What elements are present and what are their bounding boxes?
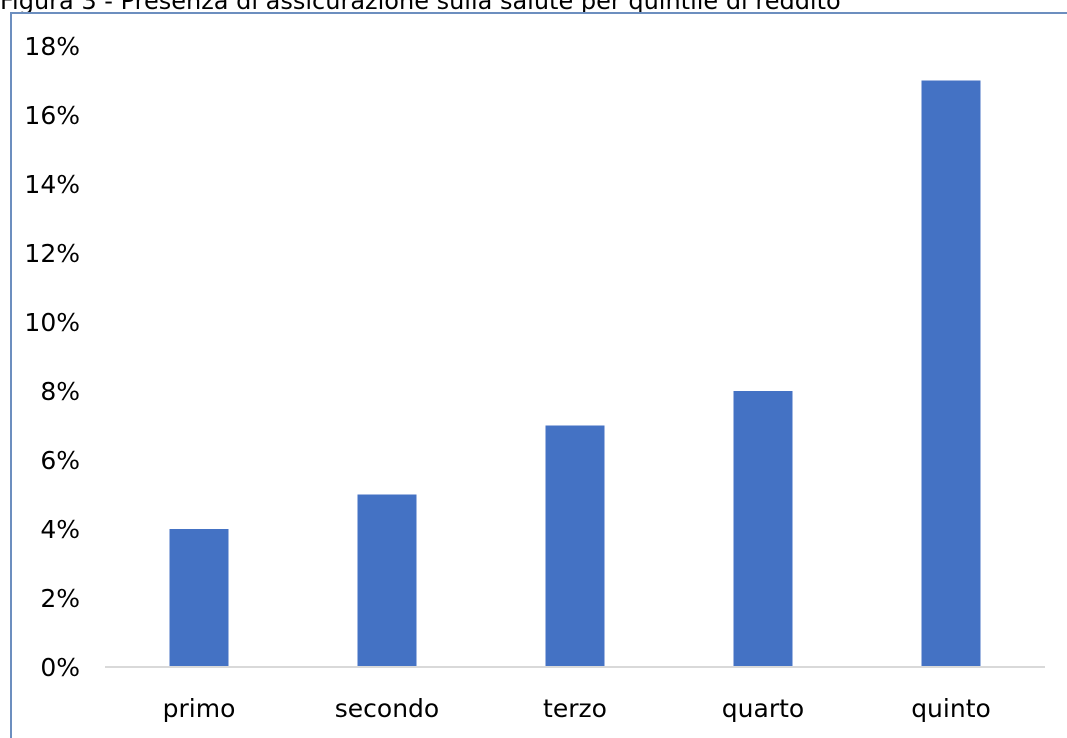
y-axis-tick-labels: 0% 2% 4% 6% 8% 10% 12% 14% 16% 18% — [24, 32, 80, 682]
bar-quarto — [733, 391, 793, 667]
bar-secondo — [357, 494, 417, 667]
x-category-label: quarto — [722, 694, 804, 723]
bar-quinto — [921, 80, 981, 667]
y-tick-label: 12% — [24, 239, 80, 268]
y-tick-label: 2% — [40, 584, 80, 613]
y-tick-label: 4% — [40, 515, 80, 544]
y-tick-label: 10% — [24, 308, 80, 337]
figure-caption: Figura 3 - Presenza di assicurazione sul… — [0, 0, 841, 15]
bar-terzo — [545, 425, 605, 667]
x-category-label: quinto — [911, 694, 991, 723]
bars-group — [169, 80, 981, 667]
y-tick-label: 8% — [40, 377, 80, 406]
y-tick-label: 0% — [40, 653, 80, 682]
bar-primo — [169, 529, 229, 667]
x-category-label: primo — [163, 694, 236, 723]
y-tick-label: 18% — [24, 32, 80, 61]
x-category-label: secondo — [335, 694, 439, 723]
y-tick-label: 6% — [40, 446, 80, 475]
y-tick-label: 14% — [24, 170, 80, 199]
x-axis-category-labels: primo secondo terzo quarto quinto — [163, 694, 991, 723]
frame-left-border — [10, 12, 12, 738]
x-category-label: terzo — [543, 694, 607, 723]
frame-top-border — [10, 12, 1067, 14]
y-tick-label: 16% — [24, 101, 80, 130]
